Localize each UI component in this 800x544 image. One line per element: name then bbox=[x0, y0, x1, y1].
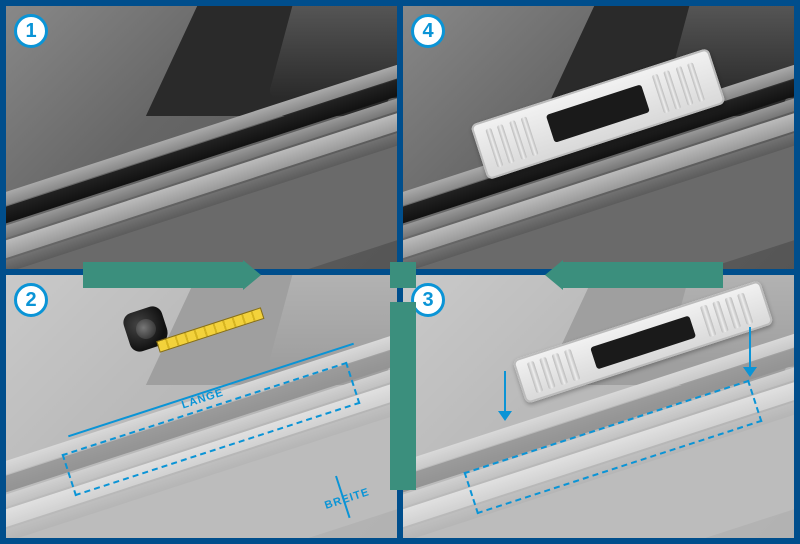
step-number: 3 bbox=[422, 289, 433, 312]
step-badge: 4 bbox=[411, 14, 445, 48]
panel-step-2: LÄNGE BREITE 2 bbox=[3, 272, 400, 541]
panel-step-3: 3 bbox=[400, 272, 797, 541]
flow-arrow-icon bbox=[545, 260, 563, 290]
instruction-diagram: 1 4 bbox=[0, 0, 800, 544]
flow-arrow-icon bbox=[243, 260, 261, 290]
step-number: 4 bbox=[422, 20, 433, 43]
step-badge: 2 bbox=[14, 283, 48, 317]
step-badge: 3 bbox=[411, 283, 445, 317]
down-arrow-icon bbox=[743, 327, 757, 377]
car-sill-scene bbox=[403, 6, 794, 269]
step-badge: 1 bbox=[14, 14, 48, 48]
flow-connector bbox=[390, 262, 416, 288]
car-sill-scene bbox=[6, 6, 397, 269]
down-arrow-icon bbox=[498, 371, 512, 421]
panel-step-4: 4 bbox=[400, 3, 797, 272]
flow-connector bbox=[563, 262, 723, 288]
flow-connector bbox=[83, 262, 243, 288]
step-number: 1 bbox=[25, 20, 36, 43]
step-number: 2 bbox=[25, 289, 36, 312]
flow-connector bbox=[390, 353, 416, 473]
panel-step-1: 1 bbox=[3, 3, 400, 272]
